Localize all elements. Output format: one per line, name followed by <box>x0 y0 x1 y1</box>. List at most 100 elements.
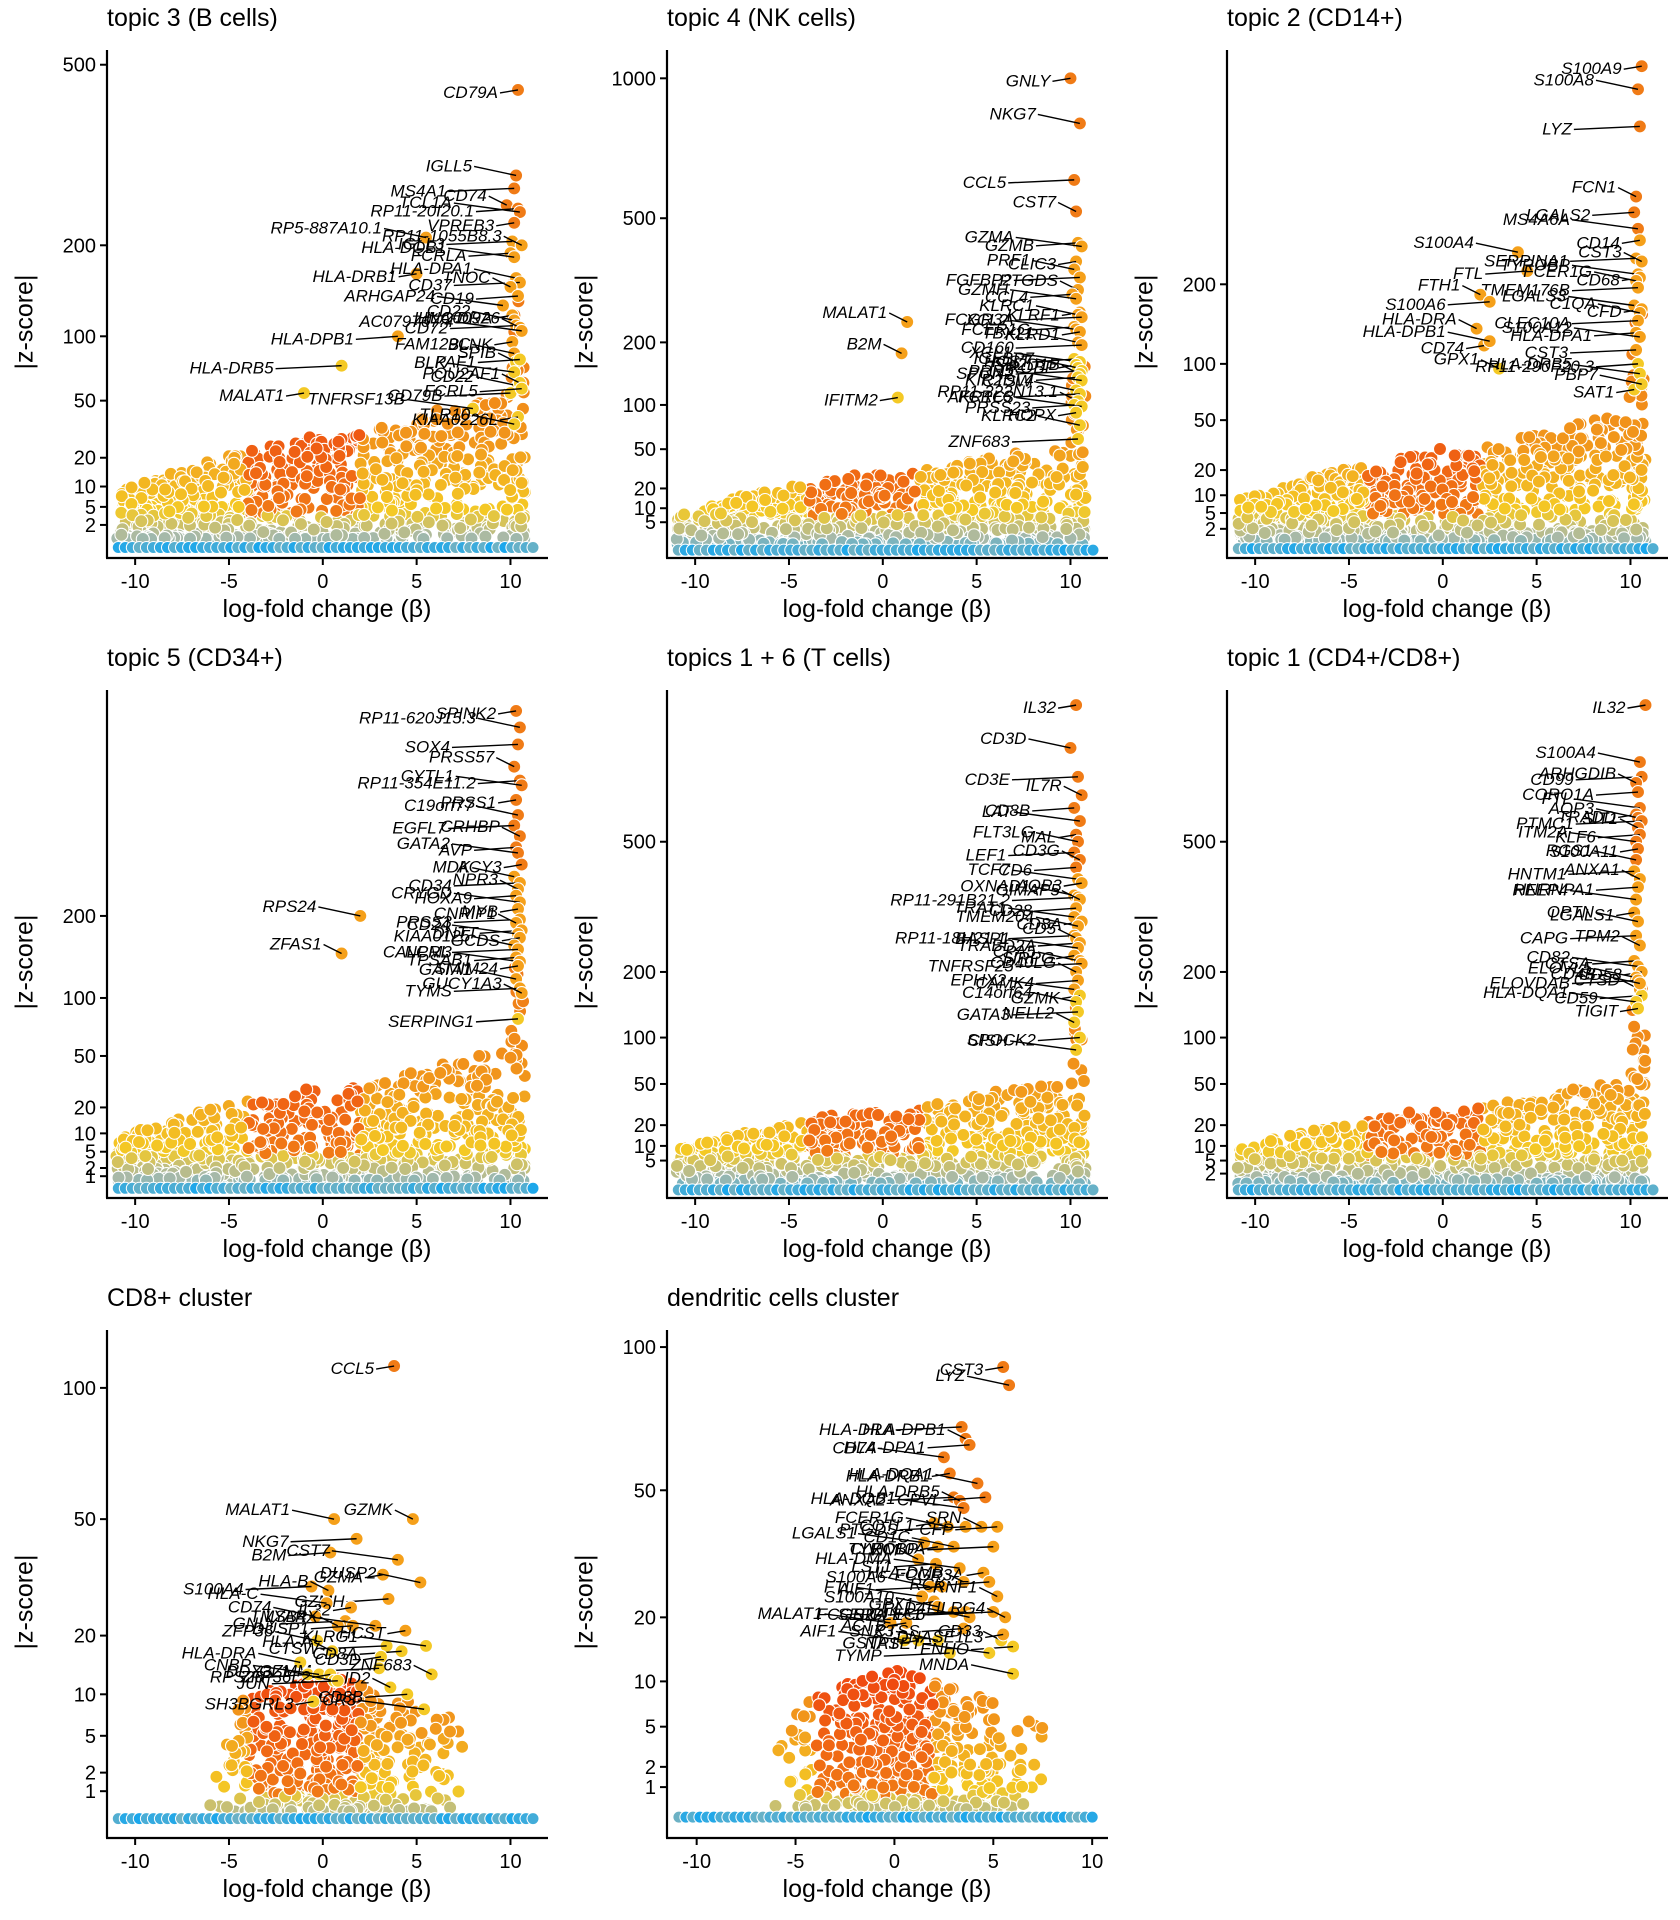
data-point <box>321 1145 336 1160</box>
label-connector <box>451 743 519 749</box>
data-point <box>1423 479 1438 494</box>
data-point <box>1345 469 1360 484</box>
chart-title: topic 2 (CD14+) <box>1227 4 1403 32</box>
gene-label: GNLY <box>1006 71 1052 90</box>
y-tick-label: 20 <box>74 448 96 470</box>
data-point <box>448 404 463 419</box>
data-point <box>672 521 687 536</box>
label-connector <box>477 717 520 729</box>
data-point <box>439 1139 454 1154</box>
data-point <box>379 489 394 505</box>
labelled-genes: GNLYNKG7CCL5CST7GZMBGZMACLIC3PRF1FGFBP2P… <box>822 71 1089 451</box>
data-point <box>1537 499 1552 514</box>
data-point <box>244 502 259 518</box>
data-point <box>1075 445 1090 460</box>
data-point <box>763 504 778 519</box>
gene-label: DNTT <box>432 923 479 942</box>
labelled-point <box>495 298 511 313</box>
gene-label: HLA-DRB1 <box>313 267 397 286</box>
data-point <box>341 1086 356 1101</box>
data-point <box>394 1120 409 1135</box>
label-connector <box>497 913 517 924</box>
data-point <box>1634 462 1649 477</box>
data-point <box>473 447 489 462</box>
gene-label: MDK <box>432 858 470 877</box>
data-point <box>293 517 309 532</box>
data-point <box>256 525 271 540</box>
data-point <box>758 492 773 508</box>
labelled-point <box>1069 291 1084 306</box>
data-point <box>110 1155 125 1170</box>
data-point <box>178 1164 194 1179</box>
labelled-point <box>1510 245 1525 260</box>
data-point <box>284 465 300 480</box>
label-connector <box>446 240 513 246</box>
data-point <box>1491 442 1506 457</box>
data-point <box>134 514 149 529</box>
data-point <box>1069 487 1084 502</box>
data-point <box>416 464 431 479</box>
gene-label: PBP7 <box>1554 365 1598 384</box>
gene-label: CD24 <box>407 915 450 934</box>
chart-title: topic 4 (NK cells) <box>667 4 856 32</box>
data-point <box>299 469 314 484</box>
label-connector <box>1458 319 1477 330</box>
label-connector <box>453 892 520 903</box>
chart-title: topics 1 + 6 (T cells) <box>667 644 891 672</box>
label-connector <box>1595 363 1639 368</box>
data-point <box>1589 422 1604 437</box>
label-connector <box>1568 295 1635 307</box>
data-point <box>450 486 465 501</box>
data-point <box>201 478 216 494</box>
labelled-point <box>1632 329 1647 344</box>
data-point <box>447 1118 462 1134</box>
label-connector <box>501 373 521 384</box>
gene-label: SMIM24 <box>435 959 498 978</box>
data-point <box>366 1113 381 1128</box>
label-connector <box>496 222 515 227</box>
gene-label: S100A9 <box>1561 59 1622 78</box>
gene-label: IFITM2 <box>824 391 878 410</box>
gene-label: CD74 <box>1421 339 1464 358</box>
data-point <box>1467 464 1482 479</box>
data-point <box>731 527 746 542</box>
data-point <box>415 412 430 427</box>
labelled-point <box>894 346 909 361</box>
gene-label: FCRL5 <box>424 382 478 401</box>
gene-label: RP5-887A10.1 <box>270 219 382 238</box>
data-point <box>997 509 1012 524</box>
label-connector <box>444 392 511 397</box>
gene-label: SAT1 <box>1573 383 1614 402</box>
data-point <box>203 1102 218 1117</box>
labelled-point <box>900 314 915 330</box>
data-point <box>1629 522 1644 537</box>
label-connector <box>1573 327 1640 338</box>
y-tick-label: 5 <box>85 497 96 519</box>
gene-label: TLR10 <box>419 405 471 424</box>
y-tick-label: 5 <box>645 1151 656 1173</box>
data-point <box>437 1158 452 1173</box>
gene-label: RP11-354E11.2 <box>357 774 476 793</box>
data-point <box>1646 542 1660 556</box>
label-connector <box>499 89 519 94</box>
data-point <box>913 469 928 484</box>
data-point <box>450 425 465 440</box>
x-tick-label: 0 <box>877 1211 888 1233</box>
y-tick-label: 200 <box>63 235 96 257</box>
data-point <box>958 512 973 527</box>
label-connector <box>1616 388 1635 394</box>
gene-label: SPIB <box>457 343 496 362</box>
gene-label: LYZ <box>1542 119 1572 138</box>
gene-label: EGFL7 <box>392 819 446 838</box>
gene-label: HOPX <box>1008 406 1057 425</box>
gene-label: VPREB3 <box>427 216 495 235</box>
data-point <box>397 525 412 540</box>
gene-label: CCL5 <box>963 173 1007 192</box>
gene-label: CLIC3 <box>1008 255 1057 274</box>
label-connector <box>1057 260 1077 266</box>
gene-label: KLRC1 <box>979 296 1034 315</box>
data-point <box>945 523 961 538</box>
gene-label: LINC00926 <box>414 309 501 328</box>
data-point <box>1514 508 1529 523</box>
gene-label: LGALS3 <box>1502 287 1567 306</box>
